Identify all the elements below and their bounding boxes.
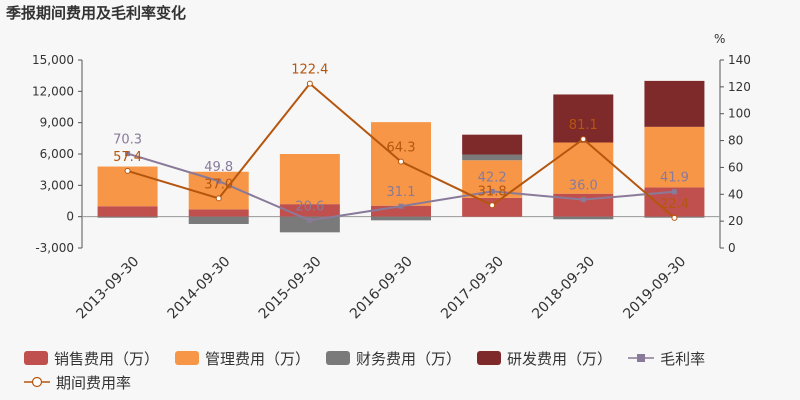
line-marker [306, 80, 313, 87]
legend-item: 销售费用（万） [24, 346, 159, 370]
data-label: 41.9 [660, 171, 689, 186]
data-label: 37.0 [204, 177, 233, 192]
line-marker [216, 178, 222, 184]
legend-line-icon [628, 351, 655, 365]
y2-tick-label: 120 [728, 80, 751, 94]
legend-label: 期间费用率 [56, 373, 132, 392]
line-marker [580, 197, 586, 203]
legend: 销售费用（万） 管理费用（万） 财务费用（万） 研发费用（万） 毛利率期间费用率 [24, 346, 794, 394]
chart-title: 季报期间费用及毛利率变化 [6, 4, 187, 22]
x-tick-label: 2017-09-30 [438, 254, 507, 323]
y-tick-label: 0 [66, 210, 74, 224]
bar [371, 205, 431, 217]
data-label: 70.3 [113, 133, 142, 148]
bar [188, 209, 249, 217]
line-marker [215, 195, 222, 202]
x-tick-label: 2015-09-30 [256, 254, 325, 323]
x-tick-label: 2019-09-30 [620, 254, 689, 323]
bar [97, 216, 158, 218]
y2-tick-label: 0 [728, 241, 736, 255]
legend-swatch [326, 351, 351, 365]
line-marker [489, 188, 495, 194]
legend-swatch [477, 351, 502, 365]
line-marker [671, 214, 678, 221]
y-tick-label: -3,000 [35, 241, 74, 255]
line-marker [124, 167, 131, 174]
data-label: 64.3 [387, 141, 416, 156]
bar [97, 206, 158, 217]
y2-unit-label: % [714, 32, 725, 46]
bar [644, 126, 705, 188]
bar [462, 134, 523, 155]
y2-tick-label: 20 [728, 214, 743, 228]
y-tick-label: 3,000 [40, 178, 74, 192]
data-label: 31.8 [478, 184, 507, 199]
legend-swatch [24, 351, 48, 365]
data-label: 36.0 [569, 179, 598, 194]
legend-item: 期间费用率 [24, 370, 131, 394]
bar [462, 154, 523, 161]
x-tick-label: 2018-09-30 [529, 254, 598, 323]
legend-label: 研发费用（万） [507, 349, 613, 368]
legend-item: 研发费用（万） [477, 346, 612, 370]
legend-item: 管理费用（万） [175, 346, 310, 370]
y-tick-label: 6,000 [40, 147, 74, 161]
bar [553, 142, 614, 194]
bar [644, 80, 705, 127]
bar [553, 193, 614, 217]
bar [279, 154, 340, 205]
bar [553, 216, 614, 220]
bar [279, 216, 340, 233]
y2-tick-label: 80 [728, 134, 743, 148]
x-tick-label: 2013-09-30 [74, 254, 143, 323]
data-label: 42.2 [478, 170, 507, 185]
data-label: 57.4 [113, 150, 142, 165]
legend-label: 财务费用（万） [356, 349, 462, 368]
legend-item: 毛利率 [628, 346, 705, 370]
line-marker [671, 189, 677, 195]
data-label: 81.1 [569, 118, 598, 133]
line-marker [398, 158, 404, 165]
y-tick-label: 9,000 [40, 116, 74, 130]
data-label: 49.8 [204, 160, 233, 175]
legend-swatch [175, 351, 200, 365]
data-label: 122.4 [291, 63, 328, 78]
bar [188, 216, 249, 224]
x-tick-label: 2016-09-30 [347, 254, 416, 323]
data-label: 20.6 [295, 199, 324, 214]
data-label: 31.1 [387, 185, 416, 200]
line-marker [307, 217, 313, 223]
chart: 15,000 12,000 9,000 6,000 3,000 0 -3,000 140 120… [32, 32, 751, 323]
y-tick-label: 12,000 [32, 84, 74, 98]
legend-line-icon [24, 375, 50, 389]
y2-tick-label: 140 [728, 53, 751, 67]
y2-tick-label: 40 [728, 187, 743, 201]
legend-label: 管理费用（万） [205, 349, 311, 368]
y-tick-label: 15,000 [32, 53, 74, 67]
x-tick-label: 2014-09-30 [165, 254, 234, 323]
line-marker [398, 203, 404, 209]
legend-label: 销售费用（万） [54, 349, 160, 368]
data-label: 22.4 [660, 197, 689, 212]
legend-item: 财务费用（万） [326, 346, 461, 370]
bar [371, 216, 431, 221]
line-marker [580, 136, 587, 143]
line-marker [489, 202, 496, 209]
y2-tick-label: 100 [728, 107, 751, 121]
y2-tick-label: 60 [728, 160, 743, 174]
bar [553, 94, 614, 143]
line-marker [125, 151, 131, 157]
legend-label: 毛利率 [660, 349, 706, 368]
